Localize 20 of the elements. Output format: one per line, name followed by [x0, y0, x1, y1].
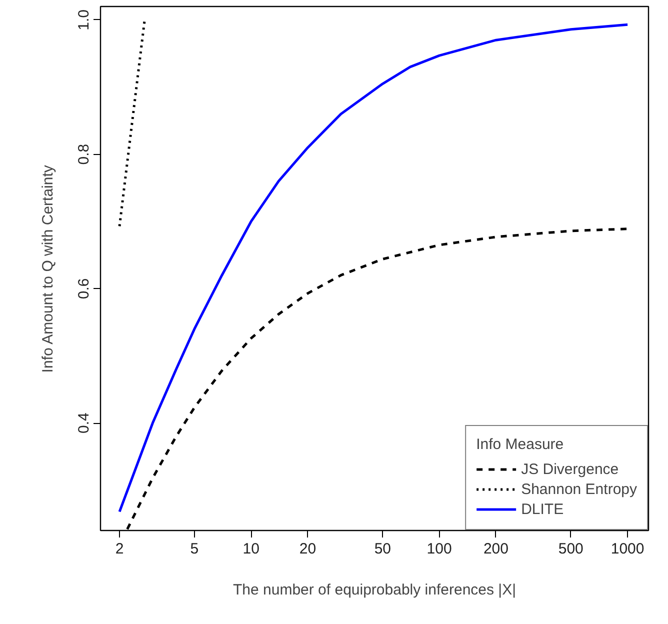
y-axis-title: Info Amount to Q with Certainty: [40, 164, 56, 373]
x-tick-label: 50: [374, 540, 391, 558]
x-tick-label: 10: [242, 540, 260, 558]
legend-label: DLITE: [521, 500, 564, 518]
x-tick-label: 20: [299, 540, 316, 558]
legend-label: Shannon Entropy: [521, 480, 637, 498]
y-tick-label: 0.8: [76, 144, 92, 165]
x-tick-label: 1000: [610, 540, 644, 558]
y-tick-label: 1.0: [76, 10, 92, 30]
y-tick-label: 0.6: [76, 278, 92, 300]
x-tick-label: 500: [558, 540, 584, 558]
x-tick-label: 100: [426, 540, 452, 558]
x-tick-label: 5: [190, 540, 199, 558]
x-tick-label: 200: [483, 540, 509, 558]
x-axis-title: The number of equiprobably inferences |X|: [233, 582, 516, 598]
line-series: [118, 18, 146, 228]
legend-label: JS Divergence: [521, 460, 619, 478]
legend-title: Info Measure: [476, 436, 565, 453]
x-tick-label: 2: [115, 540, 124, 558]
y-tick-label: 0.4: [76, 412, 92, 434]
